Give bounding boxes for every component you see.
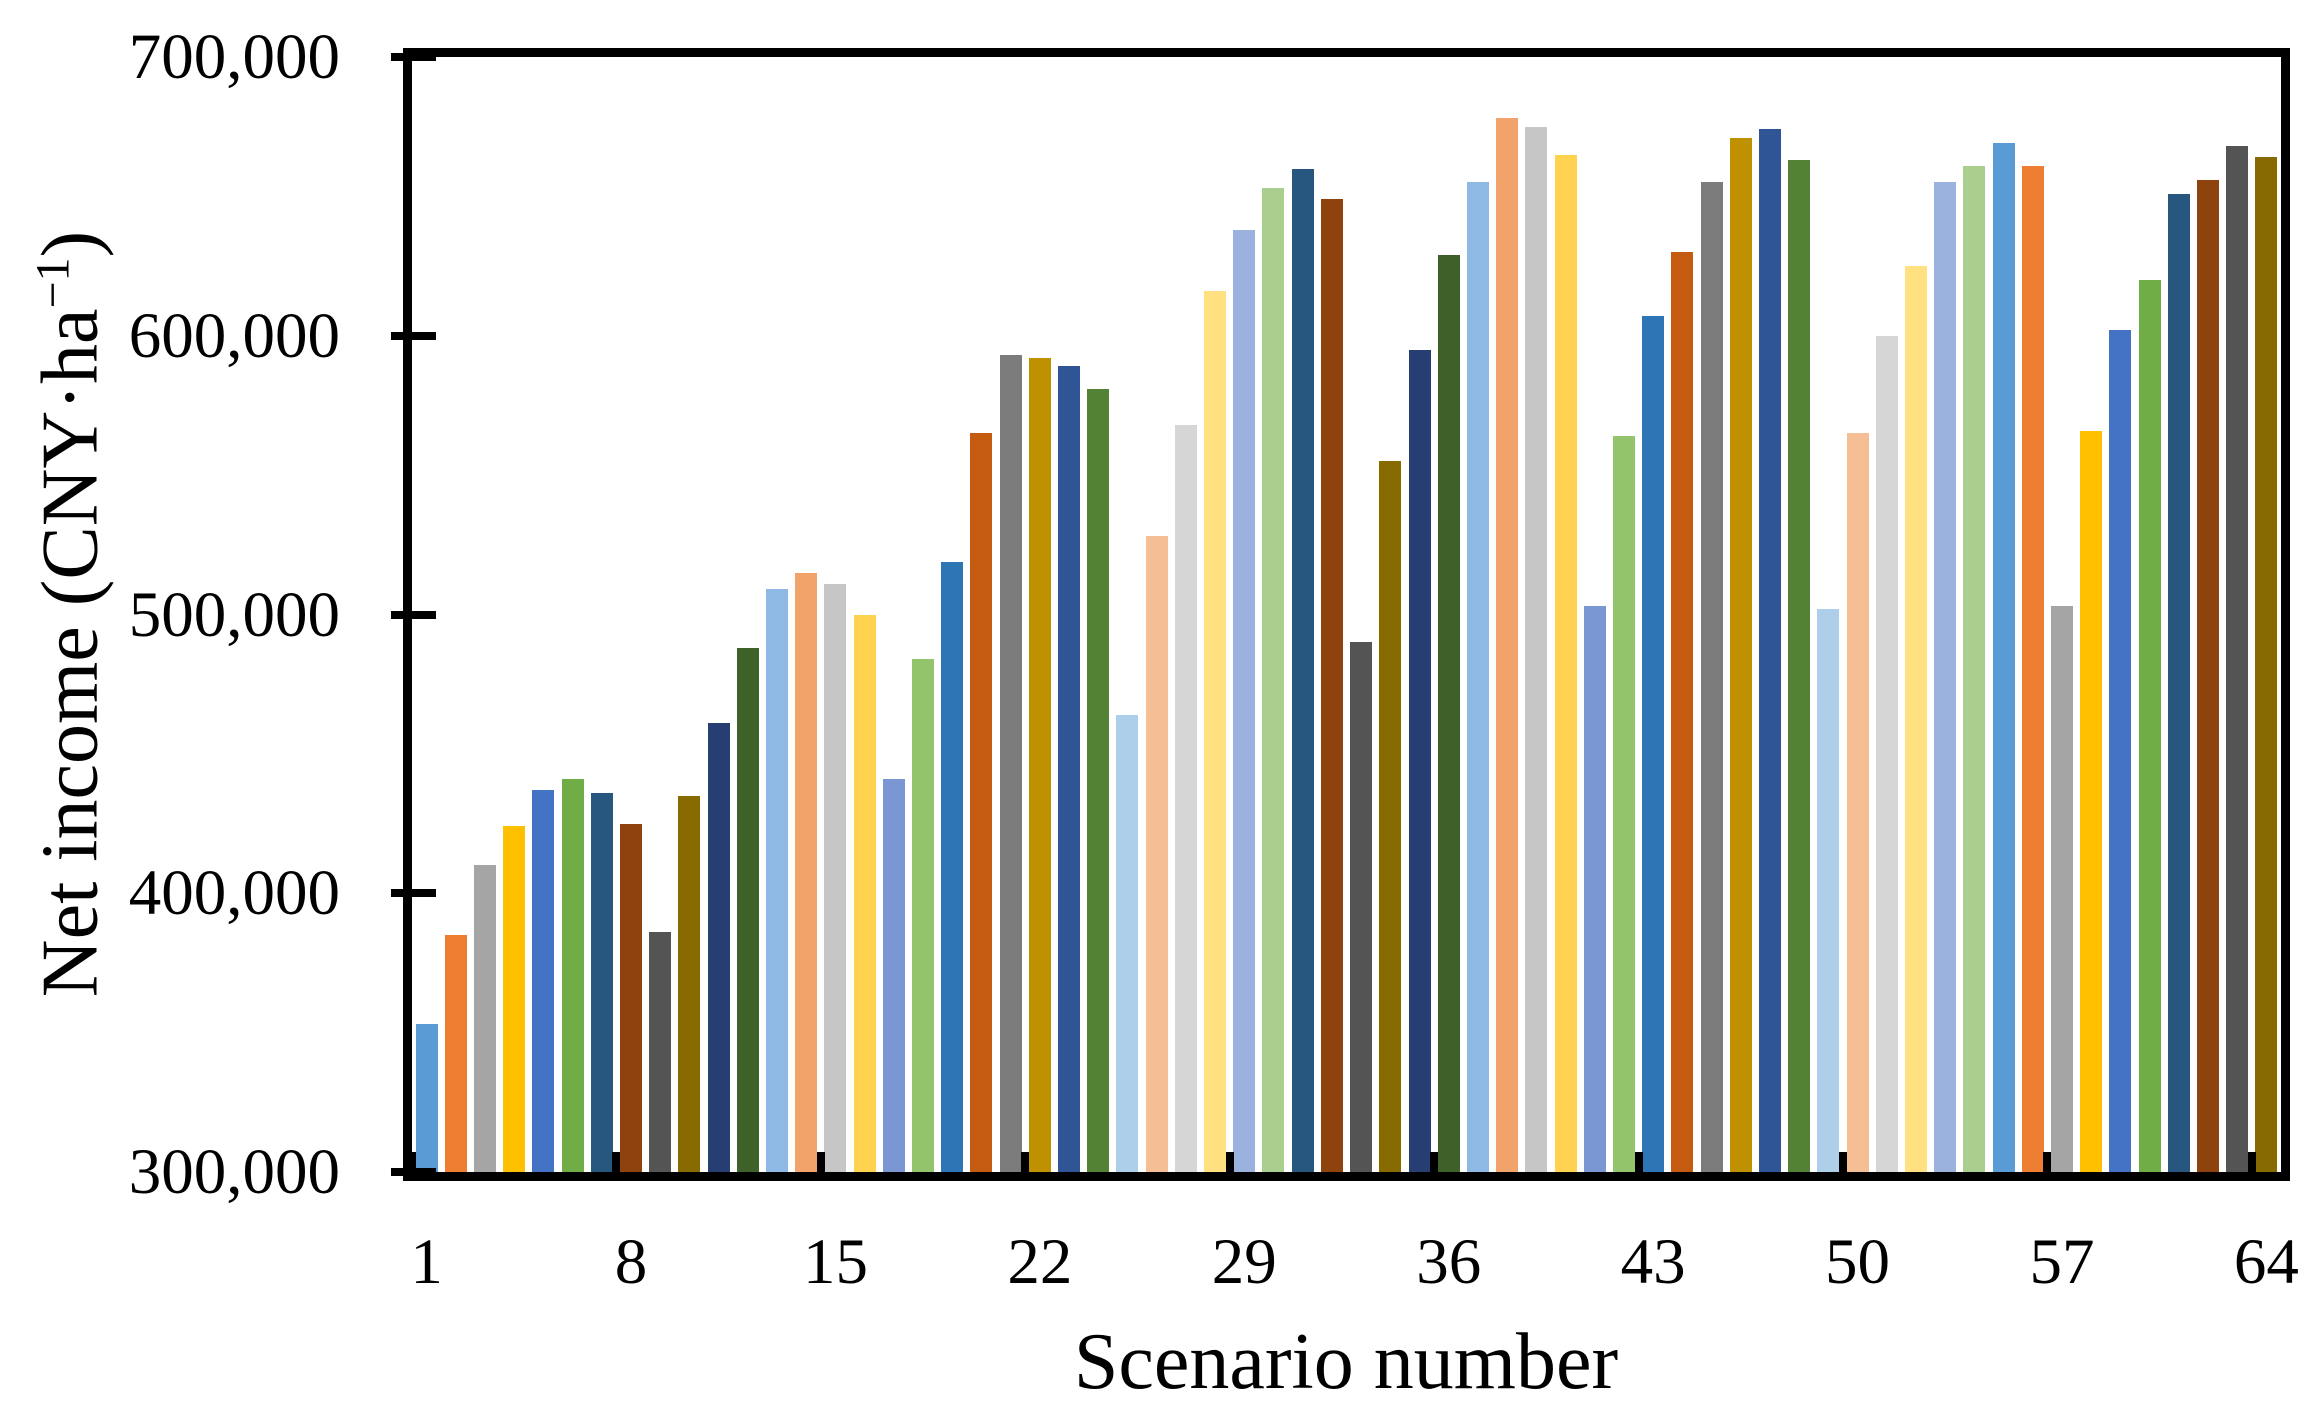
y-tick-label: 700,000 [128, 21, 340, 93]
bar-scenario-21 [999, 355, 1022, 1172]
bar-scenario-5 [532, 790, 555, 1172]
x-tick-mark [2043, 1152, 2052, 1172]
x-tick-mark [408, 1152, 416, 1172]
bar-scenario-47 [1758, 129, 1781, 1172]
bar-scenario-46 [1729, 137, 1752, 1172]
bar-scenario-45 [1700, 182, 1723, 1172]
bar-scenario-60 [2138, 280, 2161, 1172]
bar-scenario-36 [1437, 254, 1460, 1172]
bar-scenario-11 [707, 723, 730, 1172]
bars-container [412, 57, 2281, 1172]
bar-scenario-29 [1233, 229, 1256, 1172]
x-tick-label: 1 [410, 1226, 443, 1298]
bar-scenario-61 [2167, 193, 2190, 1172]
x-tick-label: 8 [614, 1226, 648, 1298]
bar-scenario-18 [912, 659, 935, 1172]
bar-scenario-49 [1817, 608, 1840, 1172]
bar-scenario-56 [2021, 165, 2044, 1172]
x-tick-label: 50 [1825, 1226, 1891, 1298]
bar-scenario-42 [1612, 436, 1635, 1172]
x-tick-label: 36 [1416, 1226, 1482, 1298]
x-tick-mark [1430, 1152, 1439, 1172]
bar-scenario-9 [649, 932, 672, 1172]
bar-scenario-62 [2196, 179, 2219, 1172]
bar-scenario-54 [1963, 165, 1986, 1172]
x-tick-mark [612, 1152, 621, 1172]
bar-scenario-33 [1350, 642, 1373, 1172]
x-tick-label: 57 [2029, 1226, 2095, 1298]
bar-scenario-53 [1934, 182, 1957, 1172]
bar-scenario-44 [1671, 252, 1694, 1172]
bar-scenario-26 [1145, 536, 1168, 1172]
bar-scenario-39 [1525, 126, 1548, 1172]
bar-scenario-17 [882, 778, 905, 1172]
bar-scenario-51 [1875, 335, 1898, 1172]
x-tick-mark [2247, 1152, 2256, 1172]
bar-scenario-40 [1554, 154, 1577, 1172]
bar-scenario-52 [1904, 266, 1927, 1172]
bar-scenario-23 [1058, 366, 1081, 1172]
x-tick-mark [816, 1152, 825, 1172]
bar-scenario-19 [941, 561, 964, 1172]
bar-scenario-31 [1291, 168, 1314, 1172]
bar-scenario-37 [1466, 182, 1489, 1172]
y-tick-mark [391, 1168, 436, 1176]
bar-scenario-13 [766, 589, 789, 1172]
bar-scenario-3 [474, 865, 496, 1172]
x-tick-mark [1634, 1152, 1643, 1172]
y-tick-mark [391, 610, 436, 619]
y-tick-mark [391, 53, 436, 61]
bar-scenario-20 [970, 433, 993, 1172]
bar-scenario-50 [1846, 433, 1869, 1172]
x-tick-label: 64 [2233, 1226, 2299, 1298]
x-tick-mark [1225, 1152, 1234, 1172]
y-tick-mark [391, 331, 436, 340]
plot-area [403, 48, 2290, 1181]
x-axis-title: Scenario number [1073, 1318, 1619, 1406]
bar-scenario-28 [1204, 291, 1227, 1172]
bar-scenario-57 [2050, 606, 2073, 1172]
bar-scenario-22 [1028, 358, 1051, 1172]
bar-scenario-59 [2109, 330, 2132, 1172]
bar-scenario-7 [590, 792, 613, 1172]
x-tick-label: 15 [802, 1226, 868, 1298]
x-tick-label: 43 [1620, 1226, 1686, 1298]
bar-scenario-38 [1496, 118, 1519, 1172]
bar-scenario-10 [678, 795, 701, 1172]
bar-scenario-25 [1116, 714, 1139, 1172]
y-axis-title-close: ) [26, 230, 115, 258]
bar-scenario-1 [415, 1024, 438, 1172]
bar-scenario-43 [1642, 316, 1665, 1172]
y-tick-label: 500,000 [128, 578, 340, 651]
x-tick-mark [1021, 1152, 1030, 1172]
bar-scenario-64 [2255, 157, 2278, 1172]
bar-scenario-48 [1788, 160, 1811, 1172]
bar-scenario-16 [853, 614, 876, 1172]
y-tick-mark [391, 889, 436, 898]
bar-scenario-24 [1087, 388, 1110, 1172]
bar-scenario-30 [1262, 188, 1285, 1172]
y-tick-label: 400,000 [128, 857, 340, 930]
bar-scenario-63 [2226, 146, 2249, 1172]
bar-scenario-55 [1992, 143, 2015, 1172]
x-tick-mark [1838, 1152, 1847, 1172]
y-tick-label: 300,000 [128, 1136, 340, 1208]
bar-scenario-35 [1408, 349, 1431, 1172]
bar-scenario-4 [503, 826, 526, 1172]
bar-scenario-14 [795, 572, 818, 1172]
bar-scenario-34 [1379, 461, 1402, 1172]
bar-scenario-58 [2080, 430, 2103, 1172]
x-tick-label: 22 [1007, 1226, 1073, 1298]
bar-scenario-27 [1174, 424, 1197, 1172]
y-tick-label: 600,000 [128, 299, 340, 372]
bar-scenario-6 [561, 778, 584, 1172]
bar-scenario-2 [444, 935, 467, 1172]
bar-scenario-32 [1320, 199, 1343, 1172]
x-tick-label: 29 [1211, 1226, 1277, 1298]
bar-scenario-12 [736, 647, 759, 1172]
bar-scenario-15 [824, 583, 847, 1172]
bar-scenario-8 [620, 823, 643, 1172]
bar-scenario-41 [1583, 606, 1606, 1172]
